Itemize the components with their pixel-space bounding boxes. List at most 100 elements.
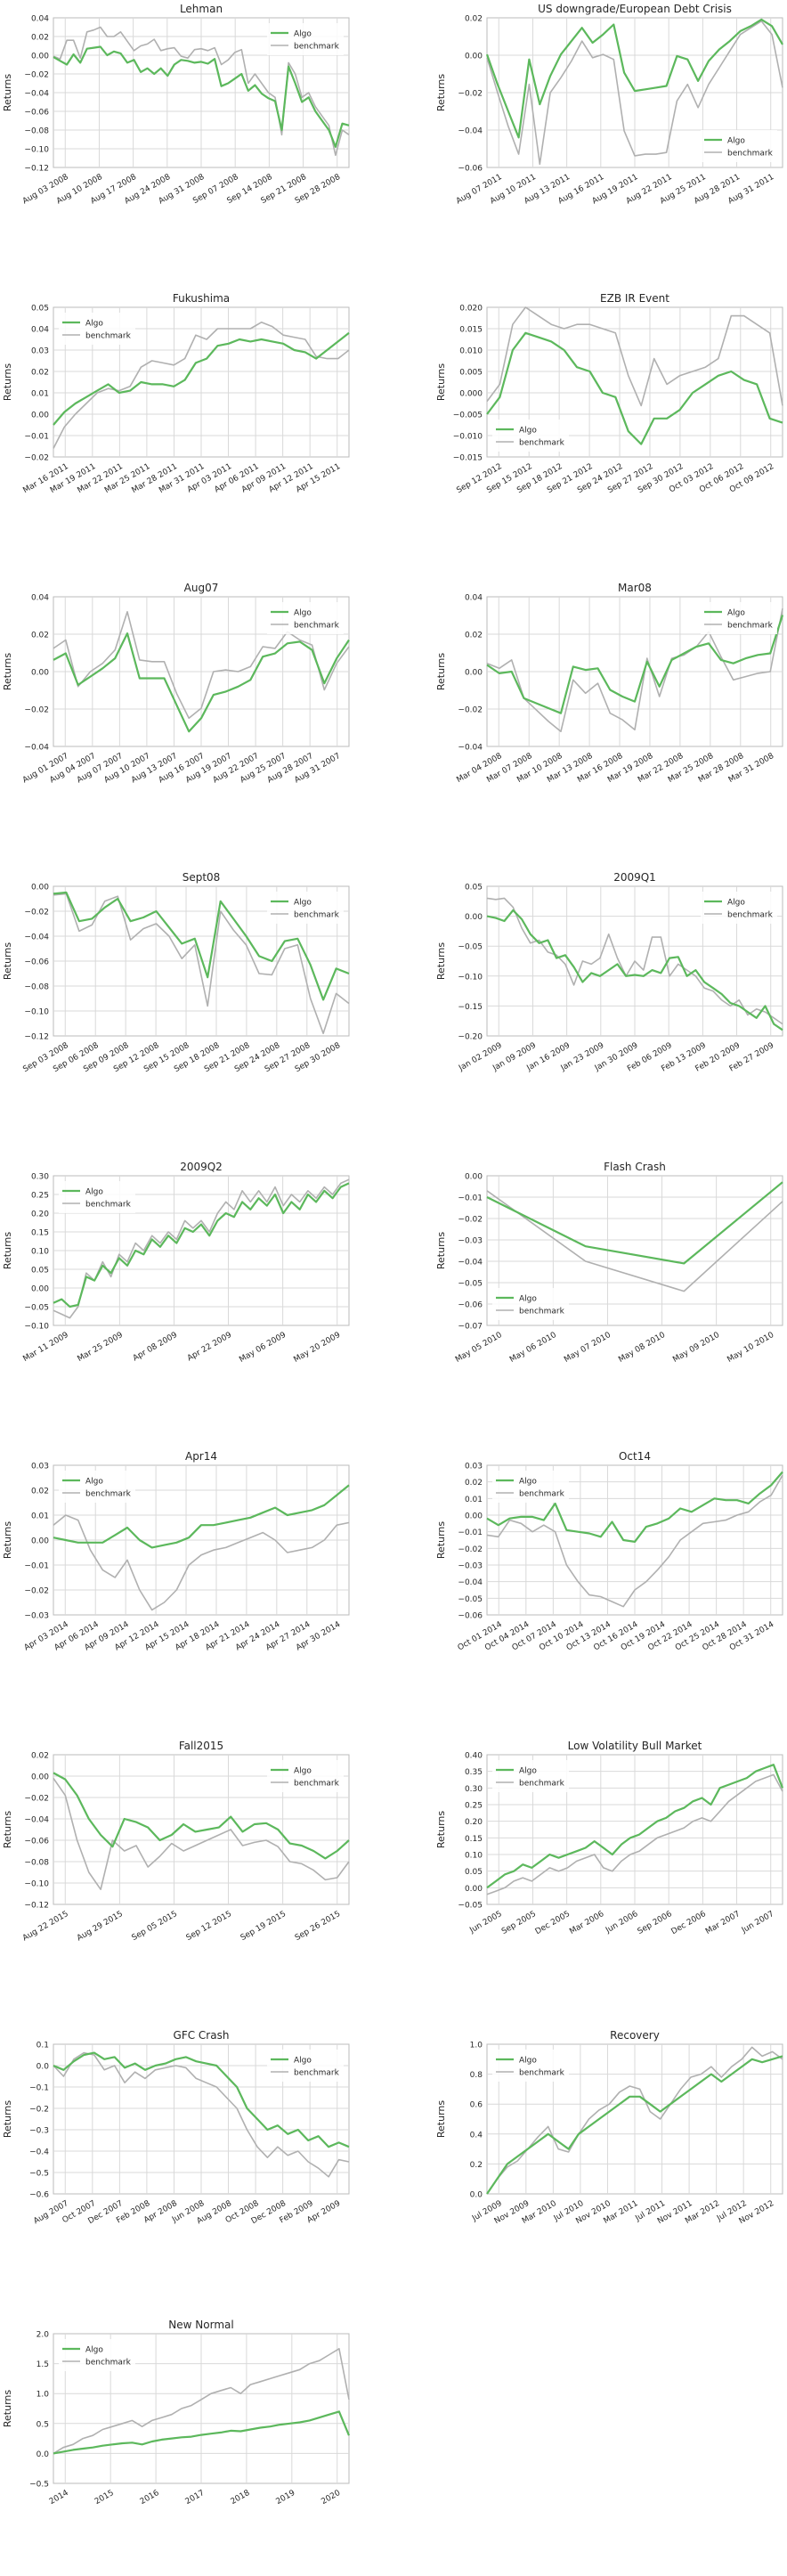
y-tick-label: 0.10 xyxy=(31,1248,49,1257)
series-line-algo xyxy=(53,1484,350,1549)
y-tick-label: 0.02 xyxy=(31,1752,49,1761)
legend-label: benchmark xyxy=(519,1308,565,1317)
legend-box xyxy=(267,892,344,924)
y-tick-label: −0.02 xyxy=(458,1216,483,1225)
y-tick-label: −0.06 xyxy=(24,958,49,967)
x-tick-label: Aug 29 2015 xyxy=(76,1910,125,1943)
y-axis-label: Returns xyxy=(435,653,447,691)
y-tick-label: 0.00 xyxy=(465,53,483,61)
series-line-algo xyxy=(486,1181,783,1265)
y-tick-label: −0.04 xyxy=(458,1578,483,1587)
y-tick-label: 0.04 xyxy=(465,594,483,603)
chart-panel: 0.00−0.01−0.02−0.03−0.04−0.05−0.06−0.07M… xyxy=(435,1161,783,1365)
y-tick-label: 0.01 xyxy=(31,1512,49,1521)
y-tick-label: 0.00 xyxy=(31,1285,49,1294)
legend-label: Algo xyxy=(294,899,312,908)
y-tick-label: 0.010 xyxy=(459,347,483,356)
y-tick-label: 0.05 xyxy=(465,1868,483,1877)
chart-title: New Normal xyxy=(168,2319,233,2331)
y-tick-label: 0.0 xyxy=(37,2063,50,2072)
legend-box xyxy=(267,602,344,634)
y-tick-label: −0.04 xyxy=(24,90,49,99)
series-line-benchmark xyxy=(486,1474,783,1608)
y-tick-label: −0.06 xyxy=(458,165,483,174)
x-tick-label: Mar 25 2009 xyxy=(76,1331,125,1364)
y-tick-label: −0.3 xyxy=(29,2127,49,2136)
legend: Algo benchmark xyxy=(59,313,135,345)
legend: Algo benchmark xyxy=(267,602,344,634)
legend-label: Algo xyxy=(727,899,745,908)
series-line-benchmark xyxy=(486,1190,783,1292)
y-tick-label: 0.03 xyxy=(31,1463,49,1471)
y-tick-label: −0.02 xyxy=(458,1545,483,1554)
legend-box xyxy=(59,2339,135,2371)
y-axis-label: Returns xyxy=(2,74,13,112)
y-tick-label: 0.00 xyxy=(31,884,49,893)
legend: Algo benchmark xyxy=(59,1471,135,1503)
y-tick-label: 0.04 xyxy=(31,326,49,335)
y-tick-label: −0.4 xyxy=(29,2148,49,2157)
legend: Algo benchmark xyxy=(701,130,777,162)
y-axis-label: Returns xyxy=(2,2100,13,2139)
series-line-algo xyxy=(486,909,783,1031)
x-tick-label: Jun 2007 xyxy=(740,1910,775,1936)
y-tick-label: −0.01 xyxy=(458,1194,483,1203)
y-tick-label: −0.08 xyxy=(24,127,49,136)
y-tick-label: −0.04 xyxy=(458,1259,483,1268)
chart-title: EZB IR Event xyxy=(600,292,669,305)
y-tick-label: 0.015 xyxy=(459,326,483,335)
x-tick-label: May 10 2010 xyxy=(726,1331,775,1365)
series-line-algo xyxy=(53,632,350,733)
series-line-benchmark xyxy=(486,20,783,166)
series-line-benchmark xyxy=(53,2348,350,2455)
legend-label: Algo xyxy=(519,1295,537,1304)
x-tick-label: May 07 2010 xyxy=(563,1331,613,1365)
y-tick-label: 0.5 xyxy=(37,2420,49,2429)
legend-box xyxy=(492,1471,569,1503)
series-line-algo xyxy=(485,18,783,139)
legend: Algo benchmark xyxy=(59,2339,135,2371)
y-tick-label: −0.05 xyxy=(24,1304,49,1313)
chart-panel: 0.03 0.02 0.01 0.00 −0.01 −0.02 −0.03 −0.04 −0.0… xyxy=(435,1450,783,1652)
chart-title: GFC Crash xyxy=(174,2029,230,2042)
y-tick-label: 0.02 xyxy=(31,1488,49,1496)
legend-box xyxy=(492,420,569,452)
y-tick-label: −0.04 xyxy=(458,127,483,136)
y-tick-label: 1.0 xyxy=(37,2391,50,2400)
y-tick-label: 0.05 xyxy=(31,305,49,314)
y-tick-label: −0.5 xyxy=(29,2481,49,2490)
series-line-algo xyxy=(53,2051,350,2148)
x-tick-label: 2020 xyxy=(320,2489,342,2507)
y-tick-label: −0.5 xyxy=(29,2170,49,2179)
y-tick-label: −0.02 xyxy=(24,909,49,917)
legend-box xyxy=(59,313,135,345)
legend-label: Algo xyxy=(294,1767,312,1776)
legend-box xyxy=(59,1471,135,1503)
y-tick-label: −0.005 xyxy=(453,412,483,420)
x-tick-label: Aug 22 2015 xyxy=(21,1910,70,1943)
legend-box xyxy=(492,1760,569,1792)
x-tick-label: Mar 11 2009 xyxy=(21,1331,70,1364)
y-tick-label: 0.00 xyxy=(465,913,483,922)
series-line-algo xyxy=(53,1182,350,1308)
series-line-benchmark xyxy=(53,2051,350,2178)
chart-title: Recovery xyxy=(610,2029,660,2042)
y-tick-label: 0.00 xyxy=(465,1512,483,1521)
legend: Algo benchmark xyxy=(267,2050,344,2082)
x-tick-label: Dec 2005 xyxy=(534,1910,572,1936)
legend-label: benchmark xyxy=(85,332,132,341)
x-tick-label: May 06 2010 xyxy=(508,1331,558,1365)
y-tick-label: −0.2 xyxy=(29,2106,49,2115)
series-line-benchmark xyxy=(53,893,350,1034)
legend-label: benchmark xyxy=(294,43,340,52)
series-line-algo xyxy=(486,1471,783,1544)
y-tick-label: −0.08 xyxy=(24,1859,49,1868)
y-tick-label: −0.05 xyxy=(458,1595,483,1604)
y-tick-label: 0.25 xyxy=(31,1192,49,1201)
series-line-benchmark xyxy=(53,321,350,449)
y-tick-label: −0.10 xyxy=(24,1008,49,1017)
